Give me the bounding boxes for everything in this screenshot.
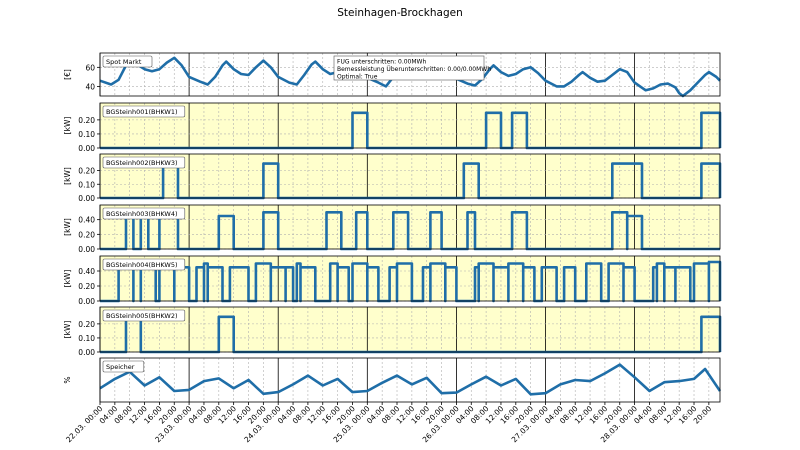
x-tick-label: 22.03. 00:00 [64, 404, 104, 444]
y-tick-label: 0.20 [78, 116, 95, 125]
legend-label: BGSteinh004(BHKW5) [106, 261, 178, 269]
y-tick-label: 0.10 [78, 180, 95, 189]
panel-bhkw3: 0.00 0.10 0.20 [kW] BGSteinh002(BHKW3) [63, 153, 722, 203]
legend-box [102, 360, 145, 373]
panel-frame [99, 357, 721, 403]
legend-box [102, 105, 186, 118]
panel-bhkw1: 0.00 0.10 0.20 [kW] BGSteinh001(BHKW1) [63, 102, 722, 153]
panel-frame [99, 52, 721, 97]
panels: 40 60 [€] Spot Markt FUG unterschritten: 0.0… [63, 52, 722, 403]
legend-label: BGSteinh005(BHKW2) [106, 312, 178, 320]
y-axis-label: [€] [63, 69, 72, 80]
y-tick-label: 0.00 [78, 245, 95, 254]
y-tick-label: 40 [85, 82, 95, 91]
y-axis-label: [kW] [63, 218, 72, 236]
panel-background [100, 358, 720, 402]
series-bhkw5 [100, 260, 722, 303]
legend-box [102, 207, 186, 220]
annotation-box [333, 55, 485, 81]
panel-bhkw5: 0.00 0.20 0.40 [kW] BGSteinh004(BHKW5) [63, 255, 722, 306]
y-tick-label: 0.00 [78, 144, 95, 153]
y-tick-label: 0.20 [78, 230, 95, 239]
panel-frame [99, 102, 721, 149]
y-axis-label: [kW] [63, 167, 72, 185]
panel-background [100, 103, 720, 148]
legend-box [102, 55, 153, 68]
y-tick-label: 0.00 [78, 348, 95, 357]
panel-background [100, 307, 720, 352]
legend-box [102, 309, 186, 322]
panel-frame [99, 153, 721, 199]
panel-speicher: % Speicher [63, 357, 722, 403]
panel-spot: 40 60 [€] Spot Markt FUG unterschritten: 0.0… [63, 52, 721, 98]
legend-label: BGSteinh002(BHKW3) [106, 159, 178, 167]
legend-label: BGSteinh001(BHKW1) [106, 108, 178, 116]
y-axis-label: % [63, 376, 72, 383]
panel-bhkw4: 0.00 0.20 0.40 [kW] BGSteinh003(BHKW4) [63, 204, 721, 254]
series-speicher [99, 363, 722, 396]
y-tick-label: 0.00 [78, 297, 95, 306]
panel-frame [99, 306, 721, 353]
y-tick-label: 0.20 [78, 282, 95, 291]
y-axis-label: [kW] [63, 117, 72, 135]
y-tick-label: 0.10 [78, 334, 95, 343]
legend-label: BGSteinh003(BHKW4) [106, 210, 178, 218]
panel-frame [99, 255, 721, 302]
y-tick-label: 0.20 [78, 167, 95, 176]
y-tick-label: 60 [85, 63, 95, 72]
y-axis-label: [kW] [63, 270, 72, 288]
legend-label: Spot Markt [106, 58, 142, 66]
annotation-line: Optimal: True [337, 74, 378, 81]
y-axis-label: [kW] [63, 321, 72, 339]
annotation-line: FUG unterschritten: 0.00MWh [337, 59, 426, 66]
panel-frame [99, 204, 721, 250]
legend-box [102, 156, 186, 169]
y-tick-label: 0.40 [78, 267, 95, 276]
annotation-line: Bemessleistung Überunterschritten: 0.00/… [337, 66, 491, 73]
x-axis: 22.03. 00:0004:0008:0012:0016:0020:0023.… [64, 402, 713, 444]
legend-label: Speicher [106, 363, 135, 371]
y-tick-label: 0.00 [78, 194, 95, 203]
chart-title: Steinhagen-Brockhagen [337, 7, 463, 19]
panel-background [100, 154, 720, 198]
panel-bhkw2: 0.00 0.10 0.20 [kW] BGSteinh005(BHKW2) [63, 306, 722, 357]
y-tick-label: 0.10 [78, 130, 95, 139]
y-tick-label: 0.20 [78, 320, 95, 329]
legend-box [102, 258, 186, 271]
y-tick-label: 0.40 [78, 216, 95, 225]
